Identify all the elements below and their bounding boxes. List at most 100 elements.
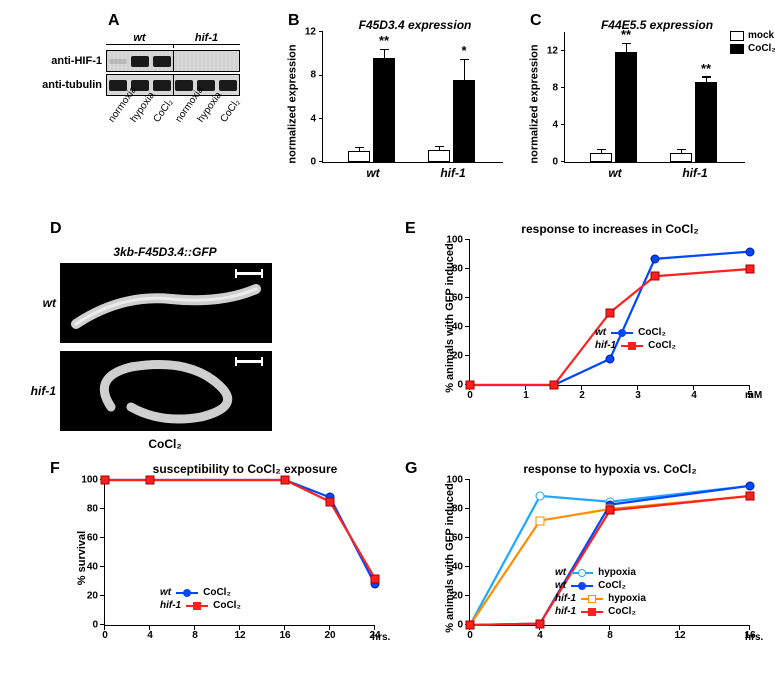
data-marker xyxy=(281,476,290,485)
data-marker xyxy=(650,254,659,263)
bar-chart-b: F45D3.4 expression 04812**wt*hif-1 norma… xyxy=(288,18,508,163)
ytick-label: 8 xyxy=(310,70,323,81)
data-marker xyxy=(650,272,659,281)
ytick-label: 80 xyxy=(87,504,105,515)
anti-hif1-label: anti-HIF-1 xyxy=(40,55,106,67)
bar-group-label: hif-1 xyxy=(665,166,725,180)
significance: * xyxy=(449,43,479,58)
data-marker xyxy=(101,476,110,485)
bar-chart-c: F44E5.5 expression 04812**wt**hif-1 norm… xyxy=(530,18,750,163)
title-g: response to hypoxia vs. CoCl₂ xyxy=(465,462,755,476)
legend-series-name: wt xyxy=(160,587,171,598)
bar-cocl2 xyxy=(373,58,395,162)
bar-group-label: hif-1 xyxy=(423,166,483,180)
ytick-label: 40 xyxy=(87,562,105,573)
title-e: response to increases in CoCl₂ xyxy=(465,222,755,236)
label-D: D xyxy=(50,220,62,238)
band xyxy=(197,57,215,65)
blot-wt-half xyxy=(107,51,173,71)
legend-series-cond: CoCl₂ xyxy=(648,340,676,351)
blot-row-hif1 xyxy=(106,50,240,72)
cond-label: CoCl₂ xyxy=(218,109,234,125)
legend-series-cond: hypoxia xyxy=(598,567,636,578)
significance: ** xyxy=(691,61,721,76)
legend-series-cond: CoCl₂ xyxy=(213,600,241,611)
legend-row: wtCoCl₂ xyxy=(160,587,241,598)
bar-cocl2 xyxy=(695,82,717,162)
xlabel-g: hrs. xyxy=(745,632,763,643)
legend-f: wtCoCl₂hif-1CoCl₂ xyxy=(160,587,241,613)
line-chart-e: response to increases in CoCl₂ 020406080… xyxy=(425,222,755,386)
legend-cocl2: CoCl₂ xyxy=(748,43,775,54)
legend-row: wtCoCl₂ xyxy=(555,580,646,591)
band xyxy=(131,56,149,67)
legend-row: hif-1CoCl₂ xyxy=(555,606,646,617)
bar-mock xyxy=(428,150,450,162)
data-marker xyxy=(536,619,545,628)
data-marker xyxy=(746,265,755,274)
bar-mock xyxy=(348,151,370,162)
data-marker xyxy=(606,308,615,317)
label-F: F xyxy=(50,460,60,478)
data-marker xyxy=(606,354,615,363)
ylabel-b: normalized expression xyxy=(287,44,299,163)
xtick-label: 12 xyxy=(234,625,245,641)
plot-e: 020406080100012345 xyxy=(469,240,750,386)
legend-series-cond: hypoxia xyxy=(608,593,646,604)
xtick-label: 16 xyxy=(279,625,290,641)
significance: ** xyxy=(611,27,641,42)
legend-series-cond: CoCl₂ xyxy=(638,327,666,338)
xtick-label: 2 xyxy=(579,385,585,401)
title-d: 3kb-F45D3.4::GFP xyxy=(60,245,270,259)
micrograph-hif1 xyxy=(60,351,272,431)
bar-cocl2 xyxy=(453,80,475,162)
bar-group-label: wt xyxy=(585,166,645,180)
band xyxy=(109,80,127,91)
bar-mock xyxy=(670,153,692,162)
xtick-label: 8 xyxy=(192,625,198,641)
xtick-label: 1 xyxy=(523,385,529,401)
xtick-label: 4 xyxy=(691,385,697,401)
xtick-label: 12 xyxy=(674,625,685,641)
legend-series-name: wt xyxy=(595,327,606,338)
xtick-label: 4 xyxy=(147,625,153,641)
ylabel-g: % animals with GFP induced xyxy=(444,483,456,633)
data-marker xyxy=(371,574,380,583)
xtick-label: 8 xyxy=(607,625,613,641)
bar-cocl2 xyxy=(615,52,637,162)
ytick-label: 0 xyxy=(552,157,565,168)
legend-series-name: wt xyxy=(555,567,566,578)
legend-series-name: hif-1 xyxy=(555,593,576,604)
label-E: E xyxy=(405,220,416,238)
data-marker xyxy=(536,516,545,525)
ylabel-e: % animals with GFP induced xyxy=(444,243,456,393)
scale-bar xyxy=(235,272,263,275)
xlabel-f: hrs. xyxy=(372,632,390,643)
ytick-label: 4 xyxy=(310,113,323,124)
plot-b: 04812**wt*hif-1 xyxy=(322,32,503,163)
swatch-mock xyxy=(730,31,744,41)
ylabel-f: % survival xyxy=(76,531,88,585)
figure: A B C D E F G wt hif-1 anti-HIF-1 xyxy=(10,10,765,669)
swatch-cocl2 xyxy=(730,44,744,54)
data-marker xyxy=(746,247,755,256)
label-A: A xyxy=(108,12,120,30)
title-f: susceptibility to CoCl₂ exposure xyxy=(100,462,390,476)
label-G: G xyxy=(405,460,417,478)
legend-series-cond: CoCl₂ xyxy=(598,580,626,591)
data-marker xyxy=(466,381,475,390)
ytick-label: 60 xyxy=(87,533,105,544)
data-marker xyxy=(746,481,755,490)
blot-condition-labels: normoxia hypoxia CoCl₂ normoxia hypoxia … xyxy=(106,98,240,109)
ytick-label: 20 xyxy=(87,591,105,602)
line-chart-f: susceptibility to CoCl₂ exposure 0204060… xyxy=(60,462,390,626)
wt-label: wt xyxy=(106,32,173,44)
ytick-label: 12 xyxy=(305,27,323,38)
scale-bar xyxy=(235,360,263,363)
xtick-label: 3 xyxy=(635,385,641,401)
legend-row: wt hypoxia xyxy=(555,567,646,578)
legend-row: hif-1CoCl₂ xyxy=(595,340,676,351)
band xyxy=(219,57,237,65)
blot-genotype-labels: wt hif-1 xyxy=(106,32,240,44)
micro-label-hif1: hif-1 xyxy=(22,384,56,398)
